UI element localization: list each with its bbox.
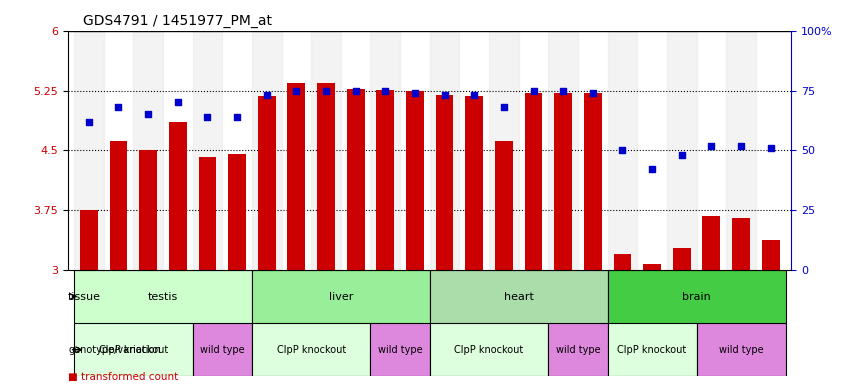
Point (527, 88, 540, 94)
Bar (168, 122, 186, 270)
Point (467, 92, 481, 98)
Bar (258, 96, 276, 270)
Bar (317, 83, 335, 270)
Bar (370, 31, 400, 270)
FancyBboxPatch shape (697, 323, 785, 376)
Text: ClpP knockout: ClpP knockout (277, 345, 346, 355)
Bar (465, 96, 483, 270)
Bar (762, 240, 780, 270)
Bar (134, 31, 163, 270)
Bar (228, 154, 246, 270)
FancyBboxPatch shape (74, 323, 192, 376)
Text: ClpP knockout: ClpP knockout (618, 345, 687, 355)
Bar (140, 151, 157, 270)
Point (764, 145, 778, 151)
Text: ClpP knockout: ClpP knockout (454, 345, 523, 355)
Point (705, 142, 718, 149)
Point (557, 88, 570, 94)
Bar (430, 31, 460, 270)
Point (319, 88, 333, 94)
Point (734, 142, 748, 149)
Bar (702, 216, 720, 270)
Text: wild type: wild type (200, 345, 244, 355)
Bar (192, 31, 222, 270)
Bar (74, 31, 104, 270)
Bar (554, 93, 572, 270)
Bar (489, 31, 519, 270)
Point (675, 152, 688, 158)
Bar (311, 31, 340, 270)
Point (437, 92, 451, 98)
Bar (732, 218, 750, 270)
Bar (667, 31, 697, 270)
Bar (608, 31, 637, 270)
Bar (288, 83, 306, 270)
FancyBboxPatch shape (74, 270, 252, 323)
Bar (643, 263, 661, 270)
FancyBboxPatch shape (430, 323, 548, 376)
Bar (436, 94, 454, 270)
Text: ■ transformed count: ■ transformed count (68, 372, 179, 382)
Bar (548, 31, 578, 270)
FancyBboxPatch shape (370, 323, 430, 376)
Bar (252, 31, 282, 270)
Point (379, 88, 392, 94)
Point (586, 90, 600, 96)
Text: GDS4791 / 1451977_PM_at: GDS4791 / 1451977_PM_at (83, 14, 271, 28)
Bar (524, 93, 542, 270)
Bar (495, 141, 513, 270)
Bar (346, 89, 364, 270)
Point (260, 92, 273, 98)
FancyBboxPatch shape (608, 323, 697, 376)
Text: testis: testis (148, 291, 178, 301)
Point (408, 90, 422, 96)
Bar (80, 210, 98, 270)
Point (349, 88, 363, 94)
Bar (726, 31, 756, 270)
Bar (198, 157, 216, 270)
Bar (673, 248, 691, 270)
Point (82, 119, 95, 125)
Point (111, 104, 125, 110)
Point (615, 147, 629, 154)
FancyBboxPatch shape (608, 270, 785, 323)
Bar (376, 90, 394, 270)
FancyBboxPatch shape (548, 323, 608, 376)
Point (497, 104, 511, 110)
Text: brain: brain (683, 291, 711, 301)
Text: ClpP knockout: ClpP knockout (99, 345, 168, 355)
Bar (406, 91, 424, 270)
Text: liver: liver (328, 291, 353, 301)
Bar (614, 254, 631, 270)
Bar (110, 141, 128, 270)
FancyBboxPatch shape (192, 323, 252, 376)
Point (231, 114, 244, 120)
Text: wild type: wild type (378, 345, 422, 355)
Point (141, 111, 155, 118)
Point (171, 99, 185, 106)
Text: wild type: wild type (556, 345, 600, 355)
FancyBboxPatch shape (430, 270, 608, 323)
FancyBboxPatch shape (252, 323, 370, 376)
Point (201, 114, 214, 120)
FancyBboxPatch shape (252, 270, 430, 323)
Text: wild type: wild type (719, 345, 763, 355)
Text: heart: heart (504, 291, 534, 301)
Text: genotype/variation: genotype/variation (68, 345, 161, 355)
Point (289, 88, 303, 94)
Bar (584, 93, 602, 270)
Point (645, 166, 659, 172)
Text: tissue: tissue (68, 291, 101, 301)
